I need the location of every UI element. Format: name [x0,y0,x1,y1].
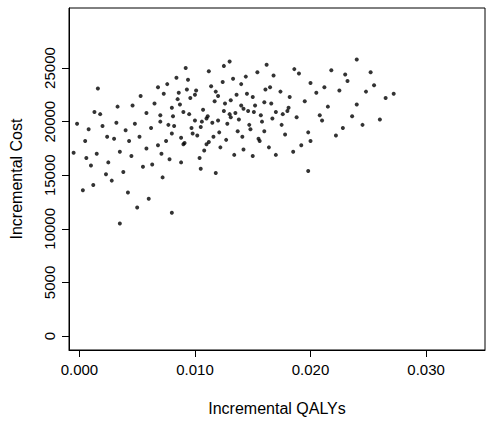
svg-text:0.000: 0.000 [61,361,99,378]
svg-text:Incremental Cost: Incremental Cost [8,118,25,239]
svg-text:0.010: 0.010 [176,361,214,378]
svg-text:25000: 25000 [41,47,58,89]
svg-text:5000: 5000 [41,266,58,299]
svg-text:0.020: 0.020 [292,361,330,378]
svg-text:15000: 15000 [41,154,58,196]
svg-text:0.030: 0.030 [407,361,445,378]
svg-text:Incremental QALYs: Incremental QALYs [208,400,346,417]
svg-text:0: 0 [41,332,58,340]
svg-text:20000: 20000 [41,101,58,143]
svg-text:10000: 10000 [41,208,58,250]
